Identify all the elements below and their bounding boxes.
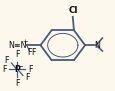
Text: P: P bbox=[14, 65, 20, 74]
Text: F: F bbox=[28, 65, 32, 74]
Text: F: F bbox=[2, 65, 6, 74]
Text: F: F bbox=[25, 73, 29, 82]
Text: F: F bbox=[27, 48, 31, 57]
Text: N: N bbox=[94, 41, 100, 50]
Text: Cl: Cl bbox=[68, 6, 77, 15]
Text: F: F bbox=[15, 79, 19, 88]
Text: −: − bbox=[17, 64, 23, 70]
Text: F: F bbox=[31, 48, 35, 57]
Text: F: F bbox=[15, 50, 19, 59]
Text: N≡N: N≡N bbox=[8, 41, 26, 50]
Text: F: F bbox=[5, 56, 9, 65]
Text: +: + bbox=[22, 39, 27, 45]
